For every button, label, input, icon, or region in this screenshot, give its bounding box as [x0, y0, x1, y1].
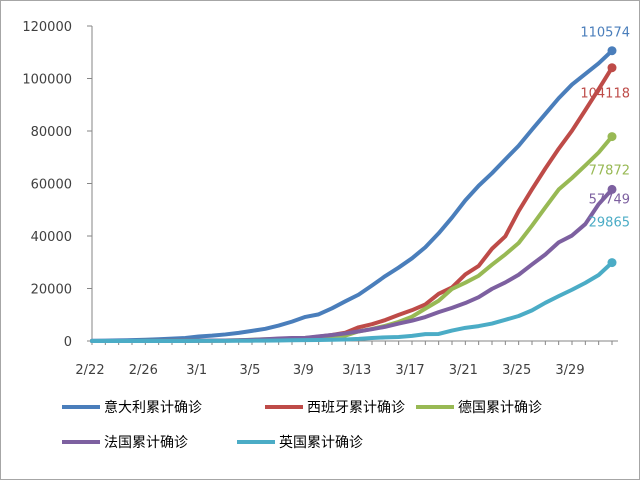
legend-entry: 英国累计确诊 [279, 434, 363, 451]
y-tick-label: 20000 [31, 283, 72, 298]
data-label: 57749 [589, 192, 630, 207]
y-tick-label: 120000 [22, 20, 72, 35]
y-tick-label: 60000 [31, 178, 72, 193]
legend-entry: 意大利累计确诊 [104, 399, 202, 416]
legend-entry: 法国累计确诊 [104, 435, 188, 451]
x-tick-label: 3/1 [186, 363, 207, 378]
data-label: 104118 [580, 87, 630, 102]
x-tick-label: 3/17 [395, 363, 424, 378]
axes: 0 20000 40000 60000 80000 100000 120000 2/22 2/2… [22, 20, 618, 378]
x-tick-label: 3/9 [293, 363, 314, 378]
end-labels: 110574 104118 77872 57749 29865 [580, 26, 630, 231]
y-tick-label: 80000 [31, 125, 72, 140]
x-tick-label: 2/22 [75, 363, 104, 378]
data-label: 29865 [589, 216, 630, 231]
y-tick-label: 40000 [31, 230, 72, 245]
x-tick-label: 3/29 [555, 363, 584, 378]
series-end-marker [607, 132, 617, 142]
x-tick-label: 3/5 [240, 363, 261, 378]
series-end-marker [607, 184, 617, 194]
data-label: 110574 [580, 26, 630, 41]
series-line [90, 48, 614, 343]
x-tick-label: 3/25 [502, 363, 531, 378]
series-lines [90, 46, 617, 343]
series-end-marker [607, 46, 617, 56]
series-end-marker [607, 258, 617, 268]
series-line [90, 187, 614, 343]
x-tick-label: 2/26 [129, 363, 158, 378]
y-tick-label: 100000 [22, 73, 72, 88]
legend-entry: 西班牙累计确诊 [307, 400, 405, 416]
legend-entry: 德国累计确诊 [458, 400, 542, 416]
series-end-marker [607, 63, 617, 73]
series-line [90, 260, 614, 343]
data-label: 77872 [589, 164, 630, 179]
x-tick-label: 3/21 [449, 363, 478, 378]
y-tick-label: 0 [64, 335, 72, 350]
x-tick-label: 3/13 [342, 363, 371, 378]
